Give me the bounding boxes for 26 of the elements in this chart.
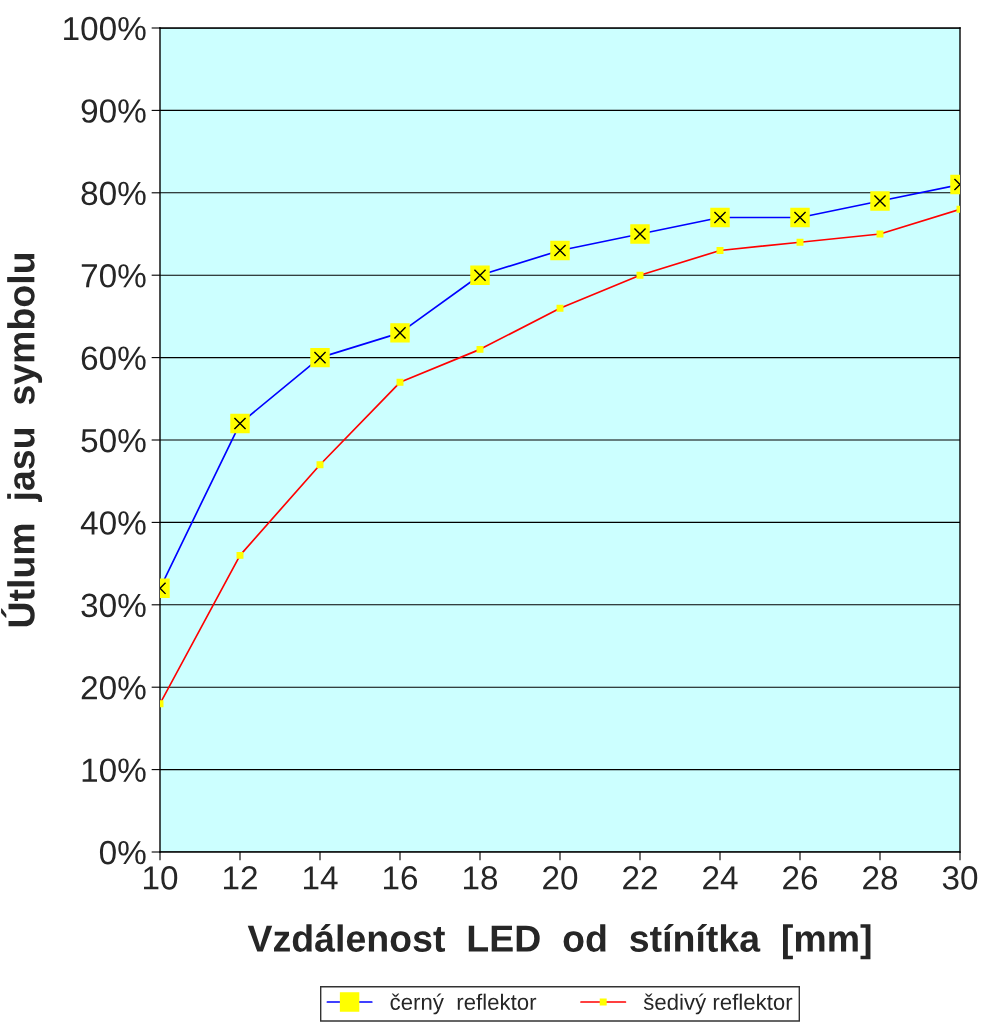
x-tick-label: 22 (623, 866, 657, 890)
x-tick-label: 14 (304, 866, 338, 890)
y-tick-label: 40% (80, 511, 146, 535)
x-axis-title: Vzdálenost LED od stínítka [mm] (247, 924, 871, 960)
y-tick-label: 10% (82, 758, 146, 783)
x-tick-label: 20 (543, 866, 578, 890)
y-tick-label: 60% (81, 346, 146, 371)
x-tick-label: 10 (144, 866, 178, 890)
legend-label: šedivý reflektor (643, 993, 793, 1015)
x-tick-label: 26 (783, 866, 818, 890)
y-tick-label: 20% (81, 676, 146, 700)
y-tick-label: 80% (81, 181, 146, 206)
y-axis-title: Útlum jasu symbolu (1, 253, 43, 627)
x-tick-label: 28 (863, 866, 898, 890)
y-tick-label: 90% (81, 99, 146, 123)
y-tick-label: 0% (99, 840, 146, 865)
legend-label: černý reflektor (390, 993, 537, 1015)
x-tick-label: 12 (224, 866, 257, 890)
x-tick-label: 30 (942, 866, 978, 890)
x-tick-label: 18 (464, 866, 498, 890)
y-tick-label: 50% (81, 428, 146, 453)
x-tick-label: 24 (703, 866, 738, 890)
y-tick-label: 70% (81, 264, 146, 288)
x-tick-label: 16 (384, 866, 418, 890)
y-tick-label: 30% (81, 593, 146, 618)
y-tick-label: 100% (64, 16, 146, 41)
